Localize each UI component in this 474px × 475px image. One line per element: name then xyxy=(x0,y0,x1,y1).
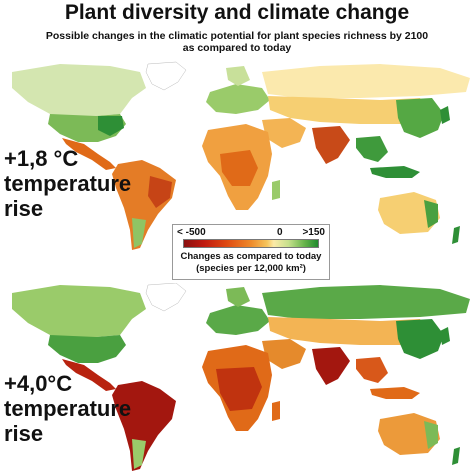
middle-east xyxy=(262,339,306,369)
legend-caption: Changes as compared to today (species pe… xyxy=(173,251,329,275)
north-america-north xyxy=(12,285,146,339)
scenario-2-line-3: rise xyxy=(4,421,44,446)
scenario-1-line-2: temperature xyxy=(4,171,132,196)
scenario-2-line-1: +4,0°C xyxy=(4,371,73,396)
scenario-1-line-3: rise xyxy=(4,196,44,221)
indonesia xyxy=(370,387,420,399)
scenario-label-4-0: +4,0°C temperature rise xyxy=(4,371,131,446)
east-asia xyxy=(396,319,444,359)
africa-central xyxy=(220,150,258,186)
central-america xyxy=(62,138,116,170)
scenario-label-1-8: +1,8 °C temperature rise xyxy=(4,146,131,221)
usa-east xyxy=(98,116,124,136)
page-title: Plant diversity and climate change xyxy=(64,1,410,24)
subtitle-line-1: Possible changes in the climatic potenti… xyxy=(45,30,429,42)
asia-central xyxy=(268,96,430,124)
central-america xyxy=(62,359,116,391)
scandinavia xyxy=(226,287,250,307)
south-america-south xyxy=(132,439,146,469)
legend-color-scale xyxy=(183,239,319,248)
legend-tick-labels: < -500 0 >150 xyxy=(177,227,325,239)
asia-north xyxy=(262,64,470,98)
south-america xyxy=(112,381,176,471)
new-zealand xyxy=(452,226,460,244)
madagascar xyxy=(272,401,280,421)
scenario-1-line-1: +1,8 °C xyxy=(4,146,79,171)
southeast-asia xyxy=(356,136,388,162)
south-america-east xyxy=(148,176,172,208)
east-asia xyxy=(396,98,444,138)
legend-caption-line-2: (species per 12,000 km²) xyxy=(196,263,306,274)
world-map-scenario-4-0 xyxy=(0,283,474,473)
legend-zero-label: 0 xyxy=(277,227,283,238)
japan xyxy=(440,106,450,124)
australia-east xyxy=(424,421,438,449)
europe xyxy=(206,305,270,335)
japan xyxy=(440,327,450,345)
north-america-north xyxy=(12,64,146,118)
map-legend: < -500 0 >150 Changes as compared to tod… xyxy=(172,224,330,280)
australia-east xyxy=(424,200,438,228)
asia-north xyxy=(262,285,470,319)
scenario-2-line-2: temperature xyxy=(4,396,132,421)
europe xyxy=(206,84,270,114)
scandinavia xyxy=(226,66,250,86)
greenland xyxy=(145,283,187,312)
middle-east xyxy=(262,118,306,148)
north-america-south xyxy=(48,335,126,363)
legend-caption-line-1: Changes as compared to today xyxy=(180,251,322,262)
new-zealand xyxy=(452,447,460,465)
madagascar xyxy=(272,180,280,200)
world-map-scenario-1-8 xyxy=(0,58,474,258)
legend-max-label: >150 xyxy=(302,227,325,238)
south-america-south xyxy=(132,218,146,248)
indonesia xyxy=(370,166,420,178)
page-subtitle: Possible changes in the climatic potenti… xyxy=(0,30,474,54)
africa-central xyxy=(216,367,262,411)
greenland xyxy=(145,61,187,91)
southeast-asia xyxy=(356,357,388,383)
legend-min-label: < -500 xyxy=(177,227,206,238)
subtitle-line-2: as compared to today xyxy=(182,42,292,54)
asia-central xyxy=(268,317,430,345)
india xyxy=(312,347,350,385)
india xyxy=(312,126,350,164)
